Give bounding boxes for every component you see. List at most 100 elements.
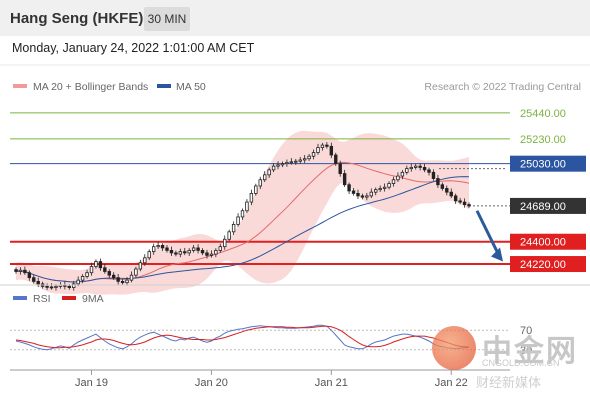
candle <box>205 249 209 259</box>
candle <box>160 243 165 252</box>
candle-body <box>347 184 351 192</box>
candle <box>147 249 151 261</box>
candle <box>436 174 440 188</box>
candle <box>400 170 405 180</box>
candle <box>422 163 427 173</box>
candle <box>267 167 271 178</box>
candle <box>249 189 254 206</box>
candle <box>334 152 338 166</box>
candle-body <box>169 250 174 254</box>
candle-body <box>342 173 347 186</box>
level-tag-24220 <box>510 256 586 273</box>
candle <box>378 185 382 192</box>
timeframe-button[interactable]: 30 MIN <box>144 7 190 31</box>
candle <box>14 267 18 274</box>
candle <box>365 192 369 201</box>
candle <box>143 254 147 266</box>
candle-body <box>360 195 365 198</box>
candle <box>112 272 116 280</box>
candle-body <box>387 183 391 188</box>
level-label-24220: 24220.00 <box>520 259 566 271</box>
ma50-legend-label: MA 50 <box>176 81 206 93</box>
candle <box>27 270 32 281</box>
candle <box>427 167 431 176</box>
rsi-ma-legend-label: 9MA <box>82 293 104 305</box>
x-tick-label: Jan 21 <box>315 377 348 389</box>
candle <box>289 158 294 165</box>
candle <box>445 185 449 196</box>
candle-body <box>307 155 311 160</box>
candle-body <box>143 257 147 264</box>
candle-body <box>151 246 156 253</box>
x-tick-label: Jan 19 <box>75 377 108 389</box>
candle-body <box>214 250 218 255</box>
candle <box>23 266 27 275</box>
level-tag-24400 <box>510 233 586 250</box>
rsi-series-rsi <box>15 324 470 351</box>
candle <box>263 171 267 183</box>
candle-body <box>365 195 369 198</box>
candle <box>169 246 174 256</box>
candle <box>209 250 214 258</box>
candle-body <box>245 201 249 212</box>
candle-body <box>223 238 227 248</box>
candle <box>338 160 342 177</box>
candle <box>258 176 262 190</box>
level-label-24400: 24400.00 <box>520 237 566 249</box>
candle-body <box>249 193 254 203</box>
candle-body <box>231 223 236 233</box>
candle <box>214 248 218 258</box>
candle <box>183 247 187 256</box>
candle-body <box>18 269 23 272</box>
level-label-25030: 25030.00 <box>520 159 566 171</box>
candle <box>125 277 129 286</box>
candle-body <box>294 160 298 163</box>
candle <box>18 267 23 275</box>
candle <box>94 259 98 269</box>
price-panel: 25440.00 25230.00 25030.00 24689.00 24400.00… <box>10 108 586 295</box>
candle-body <box>431 171 436 179</box>
candle-body <box>160 245 165 249</box>
candle <box>129 271 134 283</box>
watermark-url: CNGOLD.COM.CN <box>482 358 560 368</box>
ma20-legend-label: MA 20 + Bollinger Bands <box>33 81 148 93</box>
candle <box>254 183 258 196</box>
bollinger-band <box>16 130 469 295</box>
chart-area: MA 20 + Bollinger Bands MA 50 Research ©… <box>0 66 590 400</box>
candle-body <box>218 246 222 251</box>
candle-body <box>316 147 320 153</box>
candle-body <box>125 279 129 284</box>
candle <box>156 241 160 249</box>
candle-body <box>467 204 471 207</box>
candle-body <box>445 188 449 193</box>
candle-body <box>414 165 418 168</box>
candle-body <box>72 283 76 288</box>
candle <box>89 262 94 276</box>
candle <box>356 189 360 199</box>
ma50-line <box>15 176 470 283</box>
candle <box>458 197 462 205</box>
candle-body <box>449 191 453 197</box>
candle <box>196 244 200 254</box>
candle-body <box>138 262 143 270</box>
candle-body <box>440 184 445 189</box>
candle-body <box>254 185 258 194</box>
candle <box>223 235 227 250</box>
candle <box>32 274 36 284</box>
candle-body <box>280 163 285 166</box>
candle-body <box>45 285 49 288</box>
candle-body <box>427 169 431 173</box>
candle <box>236 213 240 227</box>
candle <box>405 165 409 175</box>
candle-body <box>85 272 89 277</box>
candle-body <box>134 268 138 276</box>
candle <box>320 142 325 151</box>
x-tick-label: Jan 22 <box>435 377 468 389</box>
candle-body <box>174 252 178 255</box>
candle-body <box>418 165 422 168</box>
candle-body <box>187 250 191 254</box>
candle <box>165 244 169 253</box>
candle <box>382 183 387 192</box>
projection-arrow-head <box>491 247 503 262</box>
